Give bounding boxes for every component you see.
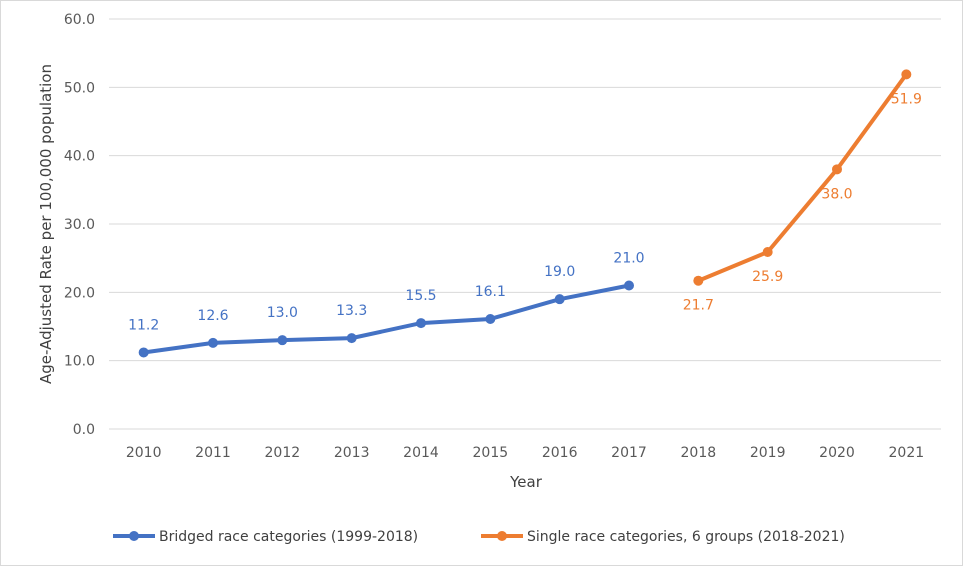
x-tick-label: 2010 — [126, 445, 162, 461]
x-tick-label: 2019 — [750, 445, 786, 461]
x-tick-label: 2012 — [265, 445, 301, 461]
x-tick-label: 2017 — [611, 445, 647, 461]
data-point — [416, 318, 426, 329]
x-tick-label: 2020 — [819, 445, 855, 461]
data-label: 11.2 — [128, 317, 159, 333]
y-tick-label: 40.0 — [64, 149, 95, 165]
legend-entry: Bridged race categories (1999-2018) — [159, 529, 418, 545]
series-line-1 — [141, 283, 631, 355]
data-label: 21.7 — [683, 298, 714, 314]
x-tick-label: 2014 — [403, 445, 439, 461]
data-point — [624, 280, 634, 291]
data-point — [832, 164, 842, 175]
axes: 0.0 10.0 20.0 30.0 40.0 50.0 60.0 2010 2011 2012 2… — [64, 12, 941, 461]
x-tick-label: 2018 — [681, 445, 717, 461]
data-label: 19.0 — [544, 264, 575, 280]
data-point — [901, 69, 912, 80]
legend-marker — [497, 531, 507, 541]
y-tick-label: 0.0 — [73, 422, 95, 438]
data-label: 16.1 — [475, 284, 506, 300]
data-point — [277, 335, 288, 346]
series — [138, 69, 912, 358]
x-tick-label: 2013 — [334, 445, 370, 461]
data-label: 13.0 — [267, 305, 298, 321]
legend: Bridged race categories (1999-2018) Singl… — [113, 529, 845, 545]
data-point — [346, 333, 357, 344]
data-label: 25.9 — [752, 269, 783, 285]
data-point — [485, 313, 496, 324]
data-labels: 11.2 12.6 13.0 13.3 15.5 16.1 19.0 21.0 21.7 25.9… — [128, 91, 922, 333]
y-tick-label: 50.0 — [64, 80, 95, 96]
x-tick-label: 2016 — [542, 445, 578, 461]
data-label: 12.6 — [197, 308, 228, 324]
y-axis-title: Age-Adjusted Rate per 100,000 population — [37, 64, 55, 384]
data-point — [138, 347, 149, 358]
y-tick-label: 60.0 — [64, 12, 95, 28]
data-point — [554, 294, 565, 305]
y-tick-label: 30.0 — [64, 217, 95, 233]
series-line-2 — [696, 72, 909, 283]
x-tick-label: 2021 — [889, 445, 925, 461]
data-label: 15.5 — [405, 288, 436, 304]
x-tick-label: 2011 — [195, 445, 231, 461]
legend-marker — [129, 531, 139, 541]
legend-entry: Single race categories, 6 groups (2018-2… — [527, 529, 845, 545]
data-label: 38.0 — [821, 186, 852, 202]
y-tick-label: 10.0 — [64, 354, 95, 370]
data-label: 21.0 — [613, 251, 644, 267]
x-tick-label: 2015 — [473, 445, 509, 461]
data-point — [762, 247, 773, 258]
data-label: 51.9 — [891, 91, 922, 107]
data-point — [208, 337, 218, 348]
x-axis-title: Year — [509, 473, 543, 491]
data-label: 13.3 — [336, 303, 367, 319]
data-point — [693, 275, 704, 286]
y-tick-label: 20.0 — [64, 285, 95, 301]
gridlines — [109, 18, 941, 362]
